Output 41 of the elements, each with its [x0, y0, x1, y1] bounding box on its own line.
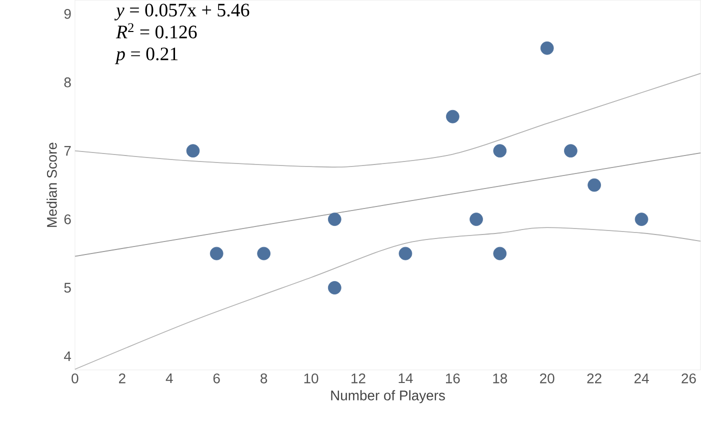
point	[540, 41, 554, 55]
annotation: y = 0.057x + 5.46	[114, 4, 250, 20]
point	[470, 212, 483, 226]
y-tick-label: 8	[64, 77, 71, 88]
y-tick-label: 6	[64, 214, 71, 224]
x-tick-label: 22	[587, 373, 602, 384]
point	[588, 178, 601, 192]
x-tick-label: 8	[260, 373, 268, 384]
x-tick-label: 0	[72, 373, 78, 384]
x-tick-label: 10	[304, 373, 318, 384]
x-tick-label: 18	[493, 373, 508, 384]
point	[328, 281, 342, 294]
x-tick-label: 16	[446, 373, 460, 384]
y-tick-label: 9	[64, 8, 71, 19]
point	[634, 212, 648, 226]
point	[446, 110, 460, 124]
x-tick-label: 6	[213, 373, 220, 384]
point	[493, 144, 507, 158]
point	[257, 246, 270, 260]
y-tick-label: 4	[64, 352, 72, 362]
point	[564, 144, 578, 158]
y-axis-title: Median Score	[46, 142, 57, 227]
x-tick-label: 20	[540, 373, 554, 384]
x-tick-label: 24	[634, 373, 649, 384]
annotation: R$^{2}$ = 0.126	[116, 23, 197, 39]
point	[328, 212, 342, 226]
x-axis-title: Number of Players	[331, 390, 445, 404]
point	[186, 144, 200, 158]
x-tick-label: 12	[352, 373, 366, 384]
line-series	[74, 73, 701, 168]
y-tick-label: 5	[64, 282, 71, 293]
x-tick-label: 14	[398, 374, 413, 384]
point	[210, 246, 224, 260]
point	[398, 246, 412, 260]
line-series	[74, 227, 701, 370]
y-tick-label: 7	[64, 146, 71, 156]
x-tick-label: 2	[119, 373, 126, 384]
annotation: p = 0.21	[114, 48, 178, 64]
point	[493, 246, 507, 260]
x-tick-label: 4	[166, 374, 173, 384]
x-tick-label: 26	[682, 373, 696, 384]
